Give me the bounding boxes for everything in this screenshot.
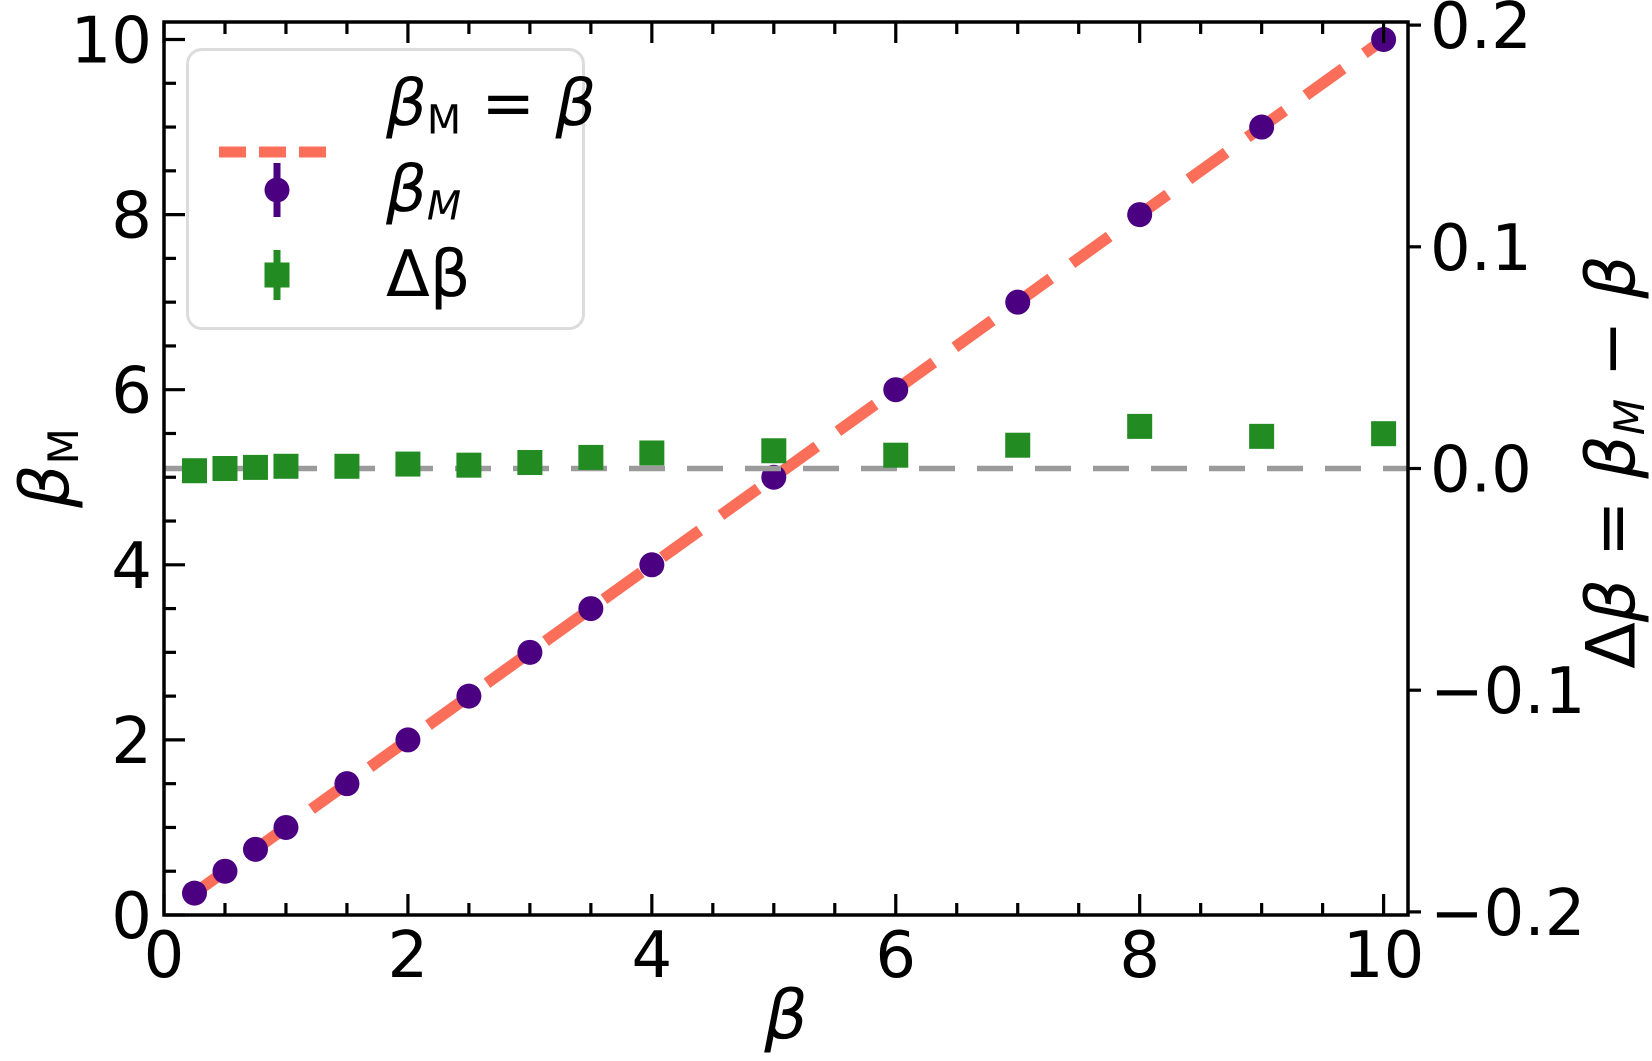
y-right-tick-label: 0.2 xyxy=(1430,0,1532,64)
delta-beta-point xyxy=(1371,421,1397,447)
beta-m-point xyxy=(334,771,360,797)
y-right-axis-label: Δβ = βM − β xyxy=(1573,255,1652,669)
beta-m-point xyxy=(1005,289,1031,315)
y-left-label-beta: β xyxy=(6,464,86,508)
delta-beta-point xyxy=(517,450,543,476)
delta-beta-point xyxy=(761,438,787,464)
delta-beta-point xyxy=(334,453,360,479)
y-right-tick-label: 0.1 xyxy=(1430,212,1532,286)
x-tick-label: 8 xyxy=(1119,919,1160,993)
legend-label-identity: βM = β xyxy=(386,67,597,144)
y-left-tick-label: 10 xyxy=(71,5,152,79)
square-marker-icon xyxy=(264,262,290,288)
beta-m-point xyxy=(242,836,268,862)
x-tick-label: 2 xyxy=(388,919,429,993)
delta-beta-point xyxy=(456,452,482,478)
legend: βM = β βM Δβ xyxy=(186,48,596,330)
beta-m-point xyxy=(883,377,909,403)
identity-line xyxy=(191,34,1387,898)
beta-m-point xyxy=(517,639,543,665)
delta-beta-point xyxy=(1127,413,1153,439)
beta-m-point xyxy=(1127,202,1153,228)
y-left-tick-label: 2 xyxy=(111,705,152,779)
delta-beta-point xyxy=(181,458,207,484)
delta-beta-point xyxy=(1005,432,1031,458)
legend-circle-swatch xyxy=(264,163,290,217)
delta-beta-point xyxy=(395,451,421,477)
circle-marker-icon xyxy=(264,177,290,203)
legend-square-swatch xyxy=(264,250,290,300)
beta-m-point xyxy=(395,727,421,753)
y-right-label-p2: − β xyxy=(1572,255,1652,399)
legend-label-delta-beta: Δβ xyxy=(386,238,471,312)
x-tick-label: 6 xyxy=(875,919,916,993)
beta-m-point xyxy=(212,858,238,884)
delta-beta-point xyxy=(273,453,299,479)
y-left-tick-label: 0 xyxy=(111,880,152,954)
y-left-label-sub: M xyxy=(38,428,88,465)
y-right-label-p1: β = β xyxy=(1572,435,1652,623)
data-layer xyxy=(165,27,1407,906)
y-left-tick-label: 6 xyxy=(111,355,152,429)
y-left-tick-label: 8 xyxy=(111,180,152,254)
y-right-tick-label: −0.1 xyxy=(1430,655,1585,729)
beta-m-point xyxy=(578,596,604,622)
delta-beta-point xyxy=(883,442,909,468)
delta-beta-point xyxy=(578,444,604,470)
x-tick-label: 4 xyxy=(631,919,672,993)
y-right-tick-label: 0.0 xyxy=(1430,434,1532,508)
y-right-tick-label: −0.2 xyxy=(1430,877,1585,951)
y-right-label-sub: M xyxy=(1604,398,1652,436)
y-left-axis-label: βM xyxy=(6,428,88,508)
legend-label-beta-m: βM xyxy=(386,153,462,230)
x-tick-label: 10 xyxy=(1343,919,1424,993)
beta-m-point xyxy=(456,683,482,709)
y-right-label-delta: Δ xyxy=(1572,622,1652,669)
y-left-tick-label: 4 xyxy=(111,530,152,604)
legend-dashed-line-swatch xyxy=(219,146,339,158)
delta-beta-point xyxy=(639,440,665,466)
beta-m-point xyxy=(181,880,207,906)
x-tick-label: 0 xyxy=(144,919,185,993)
delta-beta-point xyxy=(1249,423,1275,449)
delta-beta-point xyxy=(212,456,238,481)
x-axis-label: β xyxy=(764,977,807,1056)
beta-m-point xyxy=(639,552,665,578)
beta-m-point xyxy=(273,814,299,840)
delta-beta-point xyxy=(242,454,268,480)
beta-m-point xyxy=(1249,114,1275,140)
x-axis-label-text: β xyxy=(764,976,808,1056)
